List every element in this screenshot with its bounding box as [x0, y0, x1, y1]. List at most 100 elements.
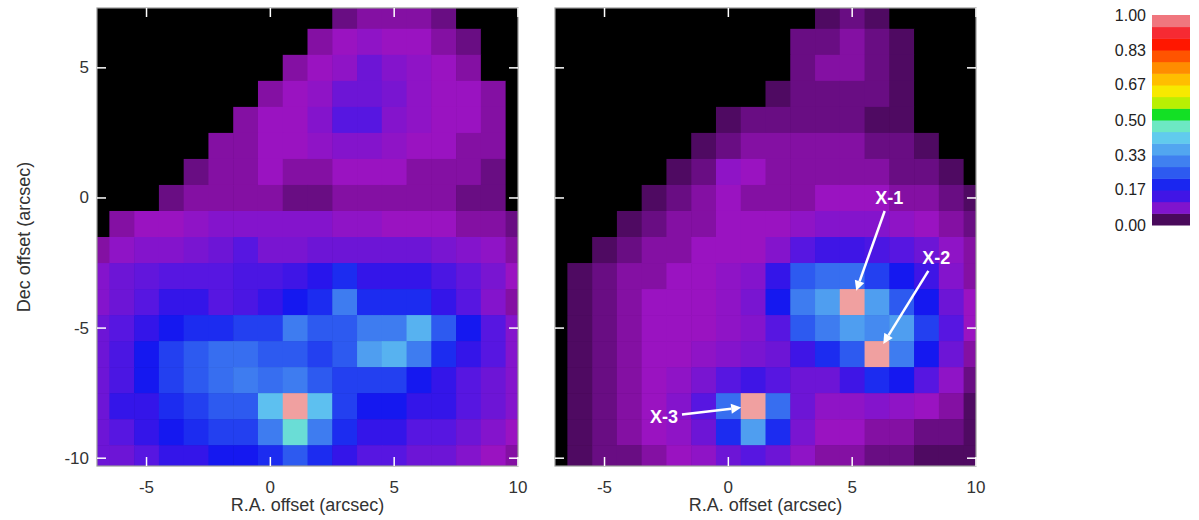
heat-cell	[357, 211, 382, 238]
heat-cell	[790, 107, 815, 134]
heat-cell	[766, 133, 791, 160]
heat-cell	[691, 445, 716, 466]
y-tick	[509, 457, 518, 459]
heat-cell	[914, 81, 939, 108]
heat-cell	[642, 133, 667, 160]
heat-cell	[407, 367, 432, 394]
heat-cell	[642, 107, 667, 134]
heat-cell	[865, 289, 890, 316]
heat-cell	[691, 81, 716, 108]
heat-cell	[109, 55, 134, 82]
heat-cell	[382, 81, 407, 108]
heat-cell	[592, 419, 617, 446]
heat-cell	[109, 211, 134, 238]
heat-cell	[592, 341, 617, 368]
heat-cell	[914, 133, 939, 160]
heat-cell	[283, 81, 308, 108]
heat-cell	[159, 341, 184, 368]
heat-cell	[741, 341, 766, 368]
heat-cell	[97, 419, 110, 446]
heat-cell	[134, 289, 159, 316]
heat-cell	[964, 8, 976, 29]
heat-cell	[208, 29, 233, 56]
heat-cell	[159, 211, 184, 238]
heat-cell	[208, 393, 233, 420]
heat-cell	[506, 393, 518, 420]
colorbar-tick-label: 0.83	[1115, 42, 1146, 59]
heat-cell	[308, 81, 333, 108]
heat-cell	[617, 289, 642, 316]
heat-cell	[691, 341, 716, 368]
heat-cell	[97, 159, 110, 186]
heat-cell	[481, 419, 506, 446]
heat-cell	[617, 185, 642, 212]
heat-cell	[555, 289, 568, 316]
heat-cell	[258, 393, 283, 420]
heat-cell	[233, 55, 258, 82]
heat-cell	[716, 341, 741, 368]
heat-cell	[567, 393, 592, 420]
heat-cell	[939, 81, 964, 108]
heat-cell	[456, 393, 481, 420]
heat-cell	[332, 341, 357, 368]
heat-cell	[332, 237, 357, 264]
heat-cell	[184, 159, 209, 186]
heat-cell	[865, 159, 890, 186]
heat-cell	[308, 289, 333, 316]
plot-background	[97, 8, 518, 466]
colorbar-band	[1152, 213, 1190, 225]
heat-cell	[666, 289, 691, 316]
heat-cell	[506, 445, 518, 466]
heat-cell	[741, 8, 766, 29]
heat-cell	[555, 159, 568, 186]
cells	[555, 8, 976, 466]
heat-cell	[889, 55, 914, 82]
heat-cell	[258, 237, 283, 264]
heat-cell	[964, 133, 976, 160]
heat-cell	[159, 315, 184, 342]
heat-cell	[766, 107, 791, 134]
heat-cell	[233, 315, 258, 342]
heat-cell	[109, 81, 134, 108]
heat-cell	[431, 263, 456, 290]
heat-cell	[865, 263, 890, 290]
heat-cell	[332, 159, 357, 186]
heat-cell	[283, 315, 308, 342]
y-tick	[555, 197, 564, 199]
heat-cell	[134, 341, 159, 368]
heat-cell	[456, 8, 481, 29]
annotation-arrowhead	[855, 280, 864, 291]
colorbar-tick-label: 0.67	[1115, 76, 1146, 93]
heat-cell	[184, 8, 209, 29]
annotation-arrow	[682, 409, 731, 415]
heat-cell	[431, 159, 456, 186]
heat-cell	[666, 185, 691, 212]
heat-cell	[766, 263, 791, 290]
heat-cell	[184, 81, 209, 108]
heat-cell	[964, 419, 976, 446]
y-tick	[555, 67, 564, 69]
heat-cell	[184, 263, 209, 290]
heat-cell	[666, 81, 691, 108]
heat-cell	[283, 29, 308, 56]
heat-cell	[766, 159, 791, 186]
heat-cell	[592, 263, 617, 290]
heat-cell	[766, 8, 791, 29]
heat-cell	[506, 237, 518, 264]
heat-cell	[431, 367, 456, 394]
y-tick-label: 0	[80, 188, 89, 207]
heat-cell	[555, 393, 568, 420]
heat-cell	[233, 419, 258, 446]
heat-cell	[914, 159, 939, 186]
heat-cell	[456, 81, 481, 108]
heat-cell	[716, 8, 741, 29]
heat-cell	[109, 185, 134, 212]
x-tick	[604, 457, 606, 466]
heat-cell	[184, 29, 209, 56]
heat-cell	[766, 289, 791, 316]
heat-cell	[815, 393, 840, 420]
heat-cell	[159, 393, 184, 420]
heat-cell	[456, 341, 481, 368]
heat-cell	[889, 393, 914, 420]
colorbar-band	[1152, 132, 1190, 144]
